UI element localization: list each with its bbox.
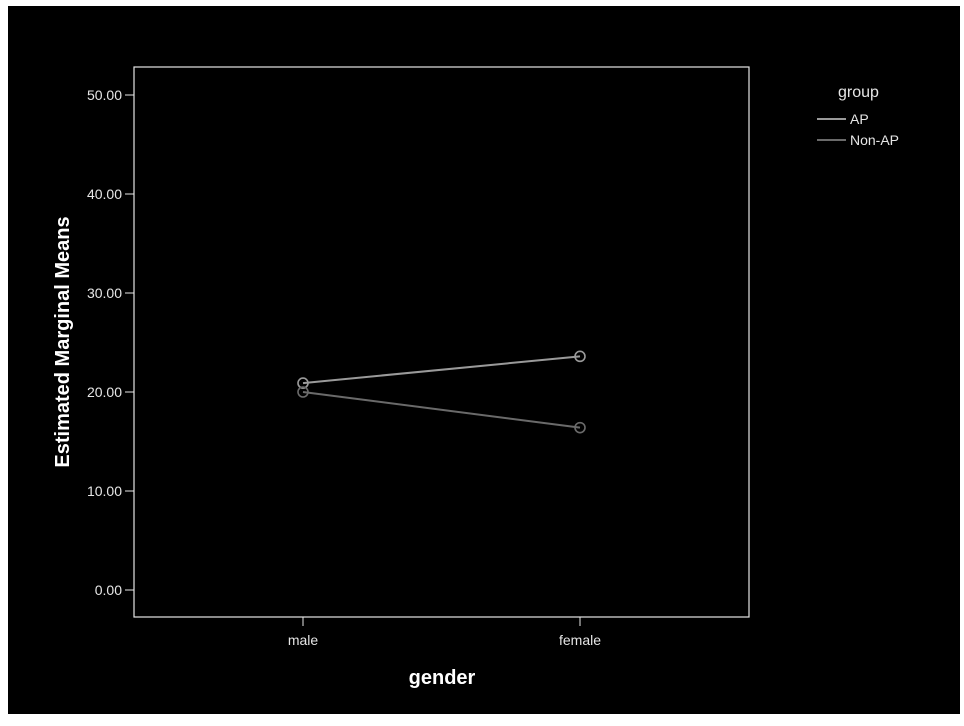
x-tick-label: female	[559, 632, 601, 648]
legend-title: group	[838, 84, 879, 101]
data-point-marker	[574, 421, 586, 434]
legend-items: AP Non-AP	[817, 111, 899, 148]
series-line-non-ap	[302, 391, 581, 429]
series-line-ap	[302, 355, 581, 385]
y-axis: 0.00 10.00 20.00 30.00 40.00 50.00	[87, 87, 134, 598]
data-point-marker	[297, 377, 309, 389]
y-tick-label: 10.00	[87, 483, 122, 499]
y-tick-label: 50.00	[87, 87, 122, 103]
y-axis-title: Estimated Marginal Means	[52, 216, 74, 467]
data-point-marker	[297, 386, 309, 398]
series-layer	[297, 350, 586, 434]
y-tick-label: 40.00	[87, 186, 122, 202]
legend-label: AP	[850, 111, 869, 127]
y-tick-label: 20.00	[87, 384, 122, 400]
data-point-marker	[574, 350, 586, 363]
chart-background	[8, 6, 960, 714]
legend: group AP Non-AP	[817, 84, 899, 148]
y-tick-label: 0.00	[95, 582, 122, 598]
legend-label: Non-AP	[850, 132, 899, 148]
plot-frame	[133, 66, 750, 618]
y-tick-label: 30.00	[87, 285, 122, 301]
x-tick-label: male	[288, 632, 319, 648]
x-axis: male female	[288, 617, 601, 648]
x-axis-title: gender	[409, 667, 476, 689]
